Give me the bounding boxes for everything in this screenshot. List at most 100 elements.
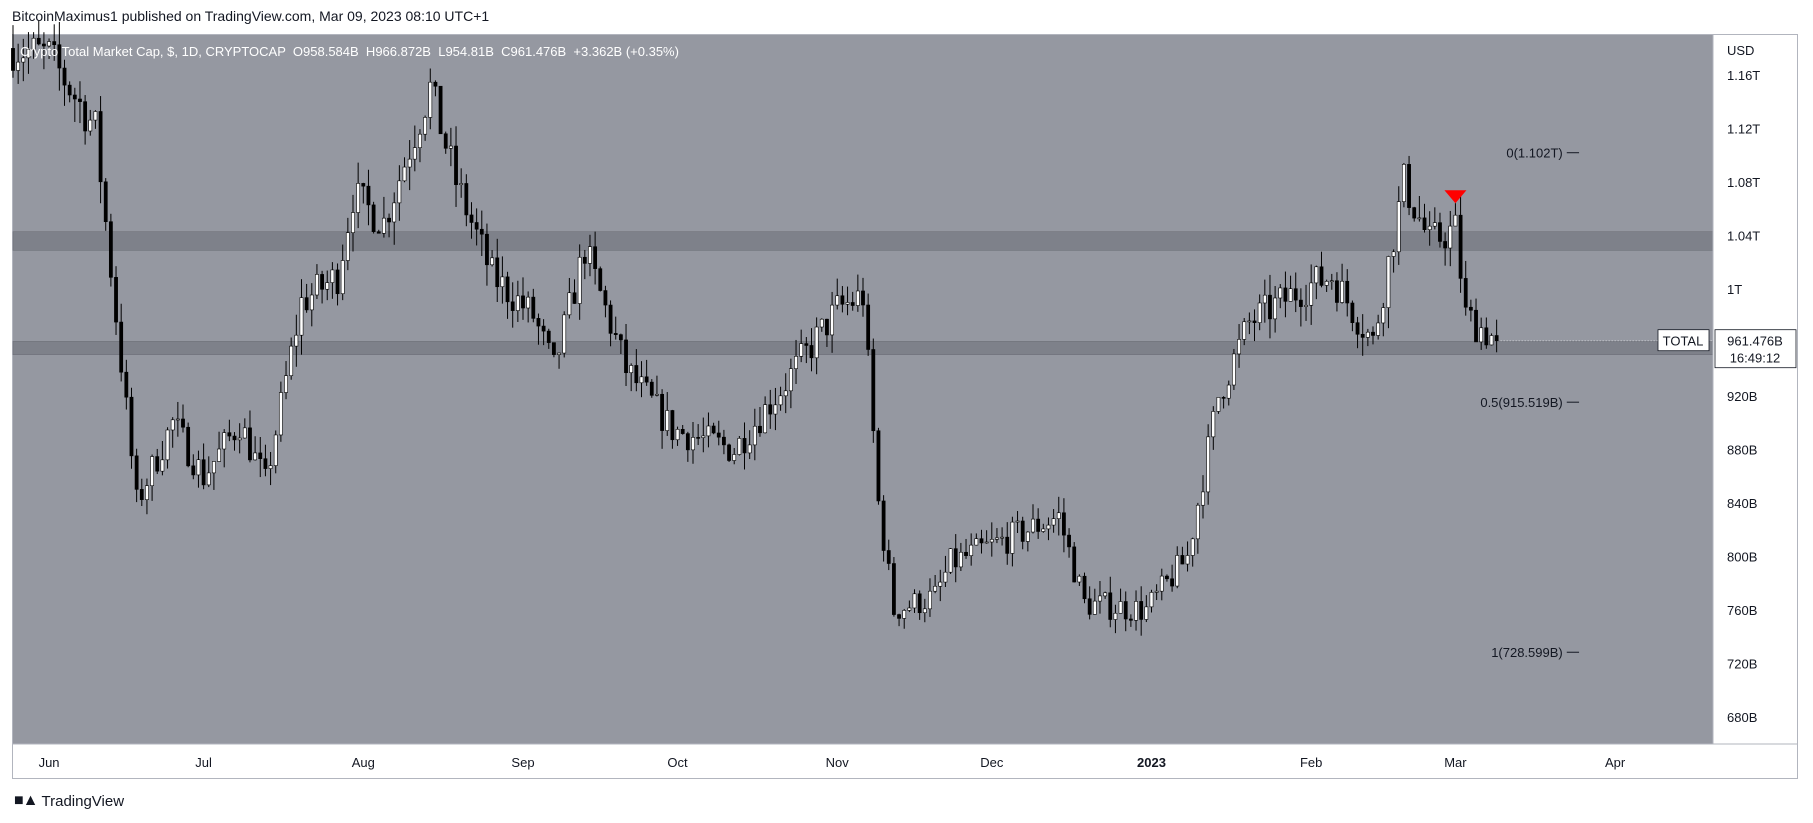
candle-body <box>129 396 134 457</box>
candle-body <box>1329 280 1334 283</box>
candle-body <box>1098 595 1102 602</box>
candle-body <box>655 393 659 396</box>
candle-body <box>150 456 154 487</box>
candle-body <box>114 277 118 323</box>
candle-body <box>16 61 21 71</box>
candle-body <box>1479 327 1484 343</box>
candle-body <box>145 485 149 500</box>
fib-label-0.5: 0.5(915.519B) <box>1480 395 1562 410</box>
low-value: 954.81B <box>445 44 494 59</box>
candle-body <box>634 365 639 384</box>
candle-body <box>1268 294 1272 320</box>
candle-body <box>510 301 515 311</box>
candle-body <box>464 183 469 216</box>
candle-body <box>1324 281 1329 286</box>
last-price-value: 961.476B <box>1727 334 1783 349</box>
candle-body <box>1412 207 1417 219</box>
candle-body <box>1371 331 1375 336</box>
candle-body <box>588 246 592 264</box>
candle-body <box>67 84 72 96</box>
candle-body <box>1025 531 1030 542</box>
candle-body <box>680 429 685 434</box>
candle-body <box>108 221 113 278</box>
candle-body <box>608 304 613 334</box>
candle-body <box>521 295 525 309</box>
candle-body <box>1319 266 1324 286</box>
candle-body <box>1056 512 1061 519</box>
y-tick-label: 1.08T <box>1727 175 1760 190</box>
candle-body <box>629 365 634 374</box>
candle-body <box>1144 606 1149 620</box>
candle-body <box>11 48 15 71</box>
candle-body <box>1154 590 1159 593</box>
candle-body <box>284 375 288 393</box>
candle-body <box>912 593 917 609</box>
candle-body <box>603 290 608 306</box>
bar-countdown: 16:49:12 <box>1730 351 1781 366</box>
candle-body <box>351 212 355 233</box>
candle-body <box>72 94 77 100</box>
candle-body <box>103 181 108 222</box>
tradingview-logo-icon: ■▲ <box>14 792 38 809</box>
candle-body <box>917 593 922 614</box>
candle-body <box>1015 520 1020 523</box>
candle-body <box>309 294 314 311</box>
fib-label-1: 1(728.599B) <box>1491 645 1563 660</box>
candle-body <box>1206 436 1211 493</box>
candle-body <box>1448 225 1453 249</box>
brand-name: TradingView <box>41 792 125 810</box>
candle-body <box>1175 555 1180 587</box>
candle-body <box>1123 601 1128 620</box>
candle-body <box>78 98 82 102</box>
candle-body <box>716 432 721 438</box>
candle-body <box>42 43 46 47</box>
candle-body <box>845 302 850 305</box>
y-tick-label: 680B <box>1727 710 1757 725</box>
candle-body <box>691 437 695 451</box>
candle-body <box>618 334 623 341</box>
candle-body <box>1340 280 1344 303</box>
change-value: +3.362B (+0.35%) <box>573 44 679 59</box>
candle-body <box>500 276 505 288</box>
candle-body <box>1195 504 1200 540</box>
candle-body <box>814 326 819 359</box>
candle-body <box>722 436 726 446</box>
candle-body <box>1134 601 1138 621</box>
candle-body <box>31 37 36 50</box>
candle-body <box>794 356 798 369</box>
candle-body <box>1443 241 1448 249</box>
candle-body <box>1474 309 1478 343</box>
resistance-zone <box>12 231 1714 251</box>
plot-area[interactable] <box>13 35 1713 744</box>
candle-body <box>443 133 448 149</box>
candle-body <box>479 228 484 235</box>
candle-body <box>933 585 938 592</box>
y-tick-label: 880B <box>1727 443 1757 458</box>
candle-body <box>1190 538 1195 556</box>
candle-body <box>747 444 752 454</box>
support-zone <box>12 341 1714 355</box>
candle-body <box>696 437 701 439</box>
candle-body <box>485 233 489 266</box>
footer-brand[interactable]: ■▲ TradingView <box>14 792 124 810</box>
candle-body <box>799 343 804 357</box>
candle-body <box>1391 251 1396 257</box>
candle-body <box>315 274 319 296</box>
candle-body <box>788 368 793 392</box>
candle-body <box>897 614 901 619</box>
candle-body <box>454 145 458 186</box>
x-tick-label: Mar <box>1444 755 1467 770</box>
candle-body <box>1103 592 1108 597</box>
candle-body <box>1010 521 1015 554</box>
candle-body <box>773 404 778 415</box>
candle-body <box>1262 294 1267 304</box>
x-tick-label: Dec <box>980 755 1004 770</box>
close-value: 961.476B <box>510 44 567 59</box>
candle-body <box>382 217 386 234</box>
candle-body <box>330 269 335 283</box>
candle-body <box>1159 575 1164 592</box>
candle-body <box>1350 302 1355 323</box>
y-tick-label: 1.04T <box>1727 229 1760 244</box>
candle-body <box>819 318 824 328</box>
